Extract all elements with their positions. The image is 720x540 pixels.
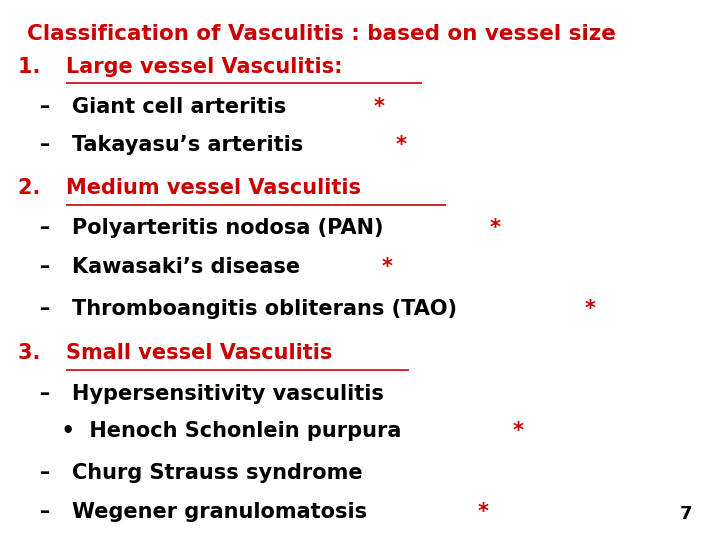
Text: •  Henoch Schonlein purpura: • Henoch Schonlein purpura xyxy=(18,421,401,441)
Text: Medium vessel Vasculitis: Medium vessel Vasculitis xyxy=(66,178,361,198)
Text: –   Churg Strauss syndrome: – Churg Strauss syndrome xyxy=(18,463,363,483)
Text: *: * xyxy=(490,218,500,238)
Text: 1.: 1. xyxy=(18,57,55,77)
Text: 7: 7 xyxy=(680,505,693,523)
Text: *: * xyxy=(585,299,595,319)
Text: Classification of Vasculitis : based on vessel size: Classification of Vasculitis : based on … xyxy=(27,24,616,44)
Text: Large vessel Vasculitis:: Large vessel Vasculitis: xyxy=(66,57,342,77)
Text: –   Polyarteritis nodosa (PAN): – Polyarteritis nodosa (PAN) xyxy=(18,218,384,238)
Text: *: * xyxy=(395,135,406,155)
Text: –   Kawasaki’s disease: – Kawasaki’s disease xyxy=(18,257,300,277)
Text: 2.: 2. xyxy=(18,178,55,198)
Text: –   Wegener granulomatosis: – Wegener granulomatosis xyxy=(18,502,374,522)
Text: Small vessel Vasculitis: Small vessel Vasculitis xyxy=(66,343,332,363)
Text: *: * xyxy=(478,502,489,522)
Text: *: * xyxy=(382,257,393,277)
Text: –   Giant cell arteritis: – Giant cell arteritis xyxy=(18,97,294,117)
Text: –   Thromboangitis obliterans (TAO): – Thromboangitis obliterans (TAO) xyxy=(18,299,457,319)
Text: 3.: 3. xyxy=(18,343,55,363)
Text: *: * xyxy=(374,97,384,117)
Text: *: * xyxy=(513,421,523,441)
Text: –   Takayasu’s arteritis: – Takayasu’s arteritis xyxy=(18,135,310,155)
Text: –   Hypersensitivity vasculitis: – Hypersensitivity vasculitis xyxy=(18,383,384,403)
